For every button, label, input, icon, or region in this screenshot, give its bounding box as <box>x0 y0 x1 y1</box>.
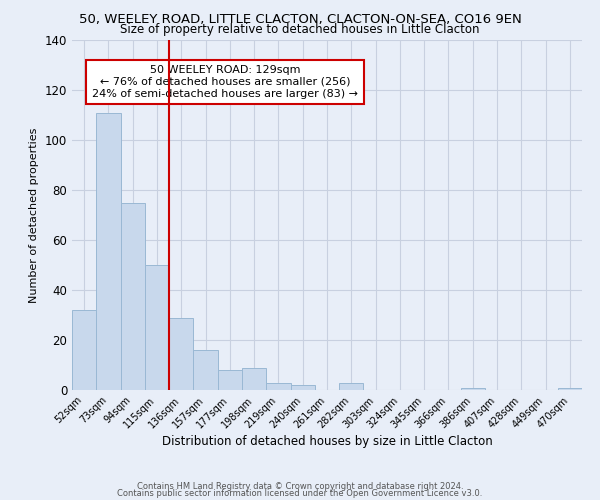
X-axis label: Distribution of detached houses by size in Little Clacton: Distribution of detached houses by size … <box>161 436 493 448</box>
Y-axis label: Number of detached properties: Number of detached properties <box>29 128 39 302</box>
Bar <box>193 350 218 390</box>
Text: Size of property relative to detached houses in Little Clacton: Size of property relative to detached ho… <box>120 22 480 36</box>
Bar <box>121 202 145 390</box>
Bar <box>242 368 266 390</box>
Text: Contains HM Land Registry data © Crown copyright and database right 2024.: Contains HM Land Registry data © Crown c… <box>137 482 463 491</box>
Bar <box>145 265 169 390</box>
Text: Contains public sector information licensed under the Open Government Licence v3: Contains public sector information licen… <box>118 490 482 498</box>
Bar <box>461 388 485 390</box>
Bar <box>558 388 582 390</box>
Bar <box>266 382 290 390</box>
Bar <box>72 310 96 390</box>
Text: 50 WEELEY ROAD: 129sqm
← 76% of detached houses are smaller (256)
24% of semi-de: 50 WEELEY ROAD: 129sqm ← 76% of detached… <box>92 66 358 98</box>
Bar <box>96 112 121 390</box>
Bar <box>290 385 315 390</box>
Bar <box>218 370 242 390</box>
Bar <box>339 382 364 390</box>
Text: 50, WEELEY ROAD, LITTLE CLACTON, CLACTON-ON-SEA, CO16 9EN: 50, WEELEY ROAD, LITTLE CLACTON, CLACTON… <box>79 12 521 26</box>
Bar <box>169 318 193 390</box>
